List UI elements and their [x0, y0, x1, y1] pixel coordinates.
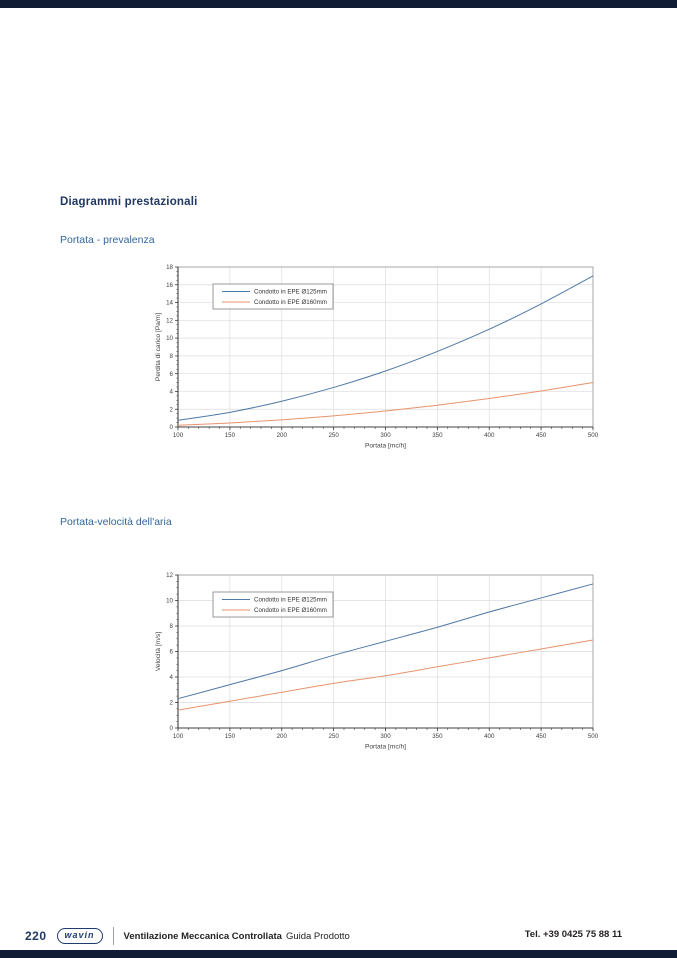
y-tick-label: 10: [166, 598, 173, 605]
y-tick-label: 10: [166, 335, 173, 342]
y-axis-title: Perdita di carico [Pa/m]: [155, 313, 162, 381]
x-tick-label: 350: [432, 733, 443, 740]
y-tick-label: 18: [166, 264, 173, 271]
x-tick-label: 300: [380, 432, 391, 439]
y-tick-label: 16: [166, 282, 173, 289]
axis-ticks: 100 150 200 250 300 350 400 450 500 0 2 4 6 8 10 12: [166, 572, 599, 740]
y-tick-label: 12: [166, 317, 173, 324]
x-axis-title: Portata [mc/h]: [365, 443, 406, 450]
series-line: [177, 583, 594, 700]
wavin-logo-text: wavin: [64, 930, 95, 940]
chart-portata-prevalenza: 100 150 200 250 300 350 400 450 500 0 2 4 6 8 10 12 14 16…: [155, 264, 599, 450]
footer-phone: Tel. +39 0425 75 88 11: [524, 929, 622, 940]
footer-left-group: 220 wavin Ventilazione Meccanica Control…: [25, 926, 350, 946]
y-tick-label: 6: [170, 649, 174, 656]
x-tick-label: 200: [277, 432, 288, 439]
y-tick-label: 8: [170, 353, 174, 360]
x-tick-label: 400: [484, 733, 495, 740]
series-line: [177, 639, 594, 711]
x-tick-label: 500: [588, 432, 599, 439]
x-tick-label: 400: [484, 432, 495, 439]
page-number: 220: [25, 929, 47, 943]
document-title-bold: Ventilazione Meccanica Controllata: [123, 930, 282, 942]
x-tick-label: 200: [277, 733, 288, 740]
legend-label: Condotto in EPE Ø125mm: [254, 597, 327, 604]
section-title-portata-prevalenza: Portata - prevalenza: [60, 234, 155, 246]
chart-portata-velocita: 100 150 200 250 300 350 400 450 500 0 2 4 6 8 10 12 Port…: [155, 572, 599, 751]
legend-label: Condotto in EPE Ø125mm: [254, 289, 327, 296]
y-tick-label: 14: [166, 300, 173, 307]
x-tick-label: 150: [225, 432, 236, 439]
page-footer: 220 wavin Ventilazione Meccanica Control…: [0, 926, 677, 946]
bottom-navy-band: [0, 950, 677, 958]
x-tick-label: 250: [328, 432, 339, 439]
document-title-regular: Guida Prodotto: [285, 930, 350, 942]
legend-label: Condotto in EPE Ø160mm: [254, 299, 327, 306]
legend: Condotto in EPE Ø125mm Condotto in EPE Ø1…: [212, 591, 334, 618]
top-navy-band: [0, 0, 677, 8]
series-line: [177, 382, 594, 426]
x-tick-label: 450: [536, 733, 547, 740]
y-tick-label: 2: [170, 406, 174, 413]
legend: Condotto in EPE Ø125mm Condotto in EPE Ø1…: [212, 283, 334, 310]
legend-label: Condotto in EPE Ø160mm: [254, 607, 327, 614]
x-tick-label: 450: [536, 432, 547, 439]
footer-divider: [112, 927, 114, 945]
wavin-logo: wavin: [56, 928, 103, 944]
y-tick-label: 8: [170, 623, 174, 630]
page-title: Diagrammi prestazionali: [60, 196, 198, 208]
y-tick-label: 4: [170, 674, 174, 681]
y-tick-label: 6: [170, 371, 174, 378]
y-tick-label: 12: [166, 572, 173, 579]
x-tick-label: 150: [225, 733, 236, 740]
y-tick-label: 2: [170, 700, 174, 707]
x-tick-label: 100: [173, 733, 184, 740]
x-tick-label: 100: [173, 432, 184, 439]
section-title-portata-velocita: Portata-velocità dell'aria: [60, 516, 172, 528]
y-tick-label: 0: [170, 725, 174, 732]
document-title: Ventilazione Meccanica Controllata Guida …: [124, 931, 350, 942]
y-axis-title: Velocità [m/s]: [155, 632, 162, 671]
x-tick-label: 500: [588, 733, 599, 740]
x-tick-label: 250: [328, 733, 339, 740]
x-tick-label: 300: [380, 733, 391, 740]
y-tick-label: 0: [170, 424, 174, 431]
x-axis-title: Portata [mc/h]: [365, 744, 406, 751]
y-tick-label: 4: [170, 389, 174, 396]
x-tick-label: 350: [432, 432, 443, 439]
series-line: [177, 275, 594, 421]
